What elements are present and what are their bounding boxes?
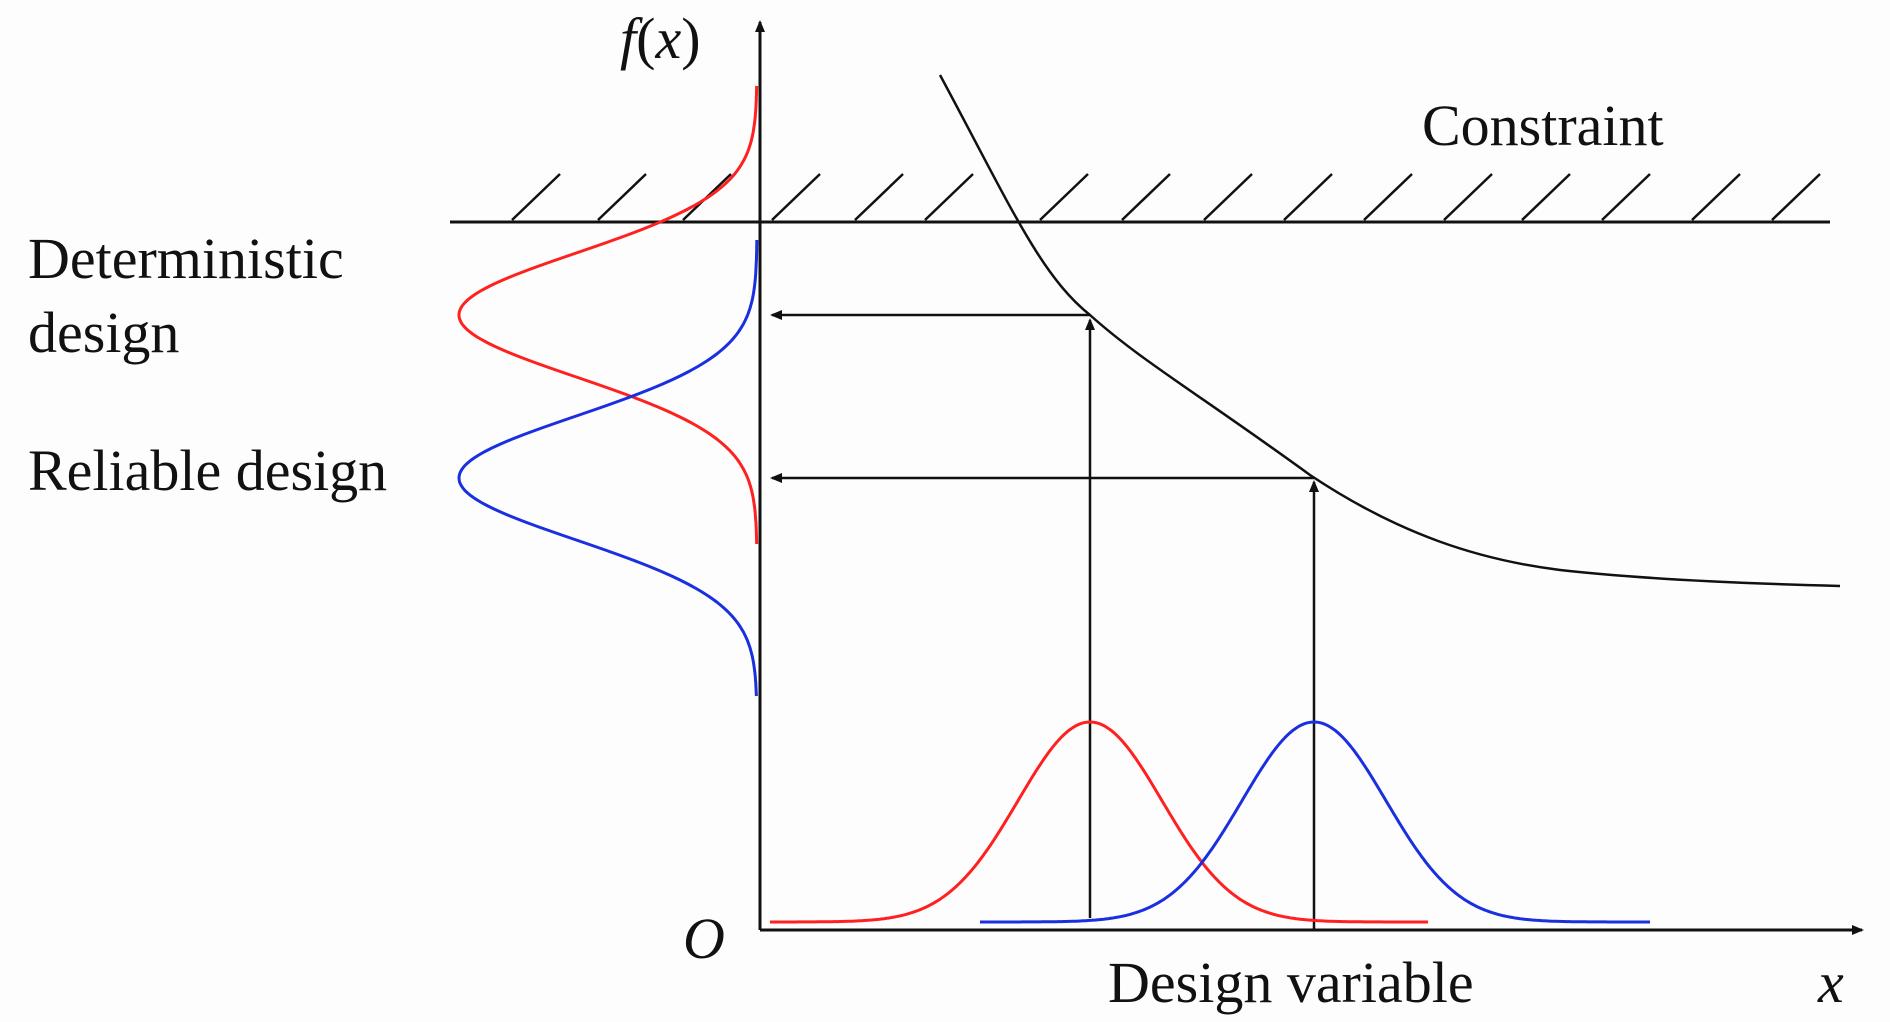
deterministic-design-label-line2: design (28, 300, 179, 365)
reliable-design-label: Reliable design (28, 438, 387, 503)
deterministic-design-distribution-x (770, 720, 1428, 924)
origin-label: O (683, 906, 725, 971)
axes (755, 20, 1864, 935)
reliable-design-distribution-fx (457, 240, 759, 697)
deterministic-design-label-line1: Deterministic (28, 226, 344, 291)
constraint-label: Constraint (1422, 93, 1664, 158)
constraint-hatching (511, 173, 1821, 221)
constraint-boundary (450, 173, 1830, 224)
x-axis-label: x (1817, 950, 1844, 1015)
reliable-projection (770, 473, 1319, 930)
design-variable-label: Design variable (1108, 950, 1474, 1015)
deterministic-design-distribution-fx (457, 85, 759, 545)
constraint-curve (938, 74, 1841, 588)
y-axis-label: f(x) (620, 6, 701, 71)
reliable-design-distribution-x (980, 720, 1650, 924)
deterministic-projection (770, 310, 1095, 918)
